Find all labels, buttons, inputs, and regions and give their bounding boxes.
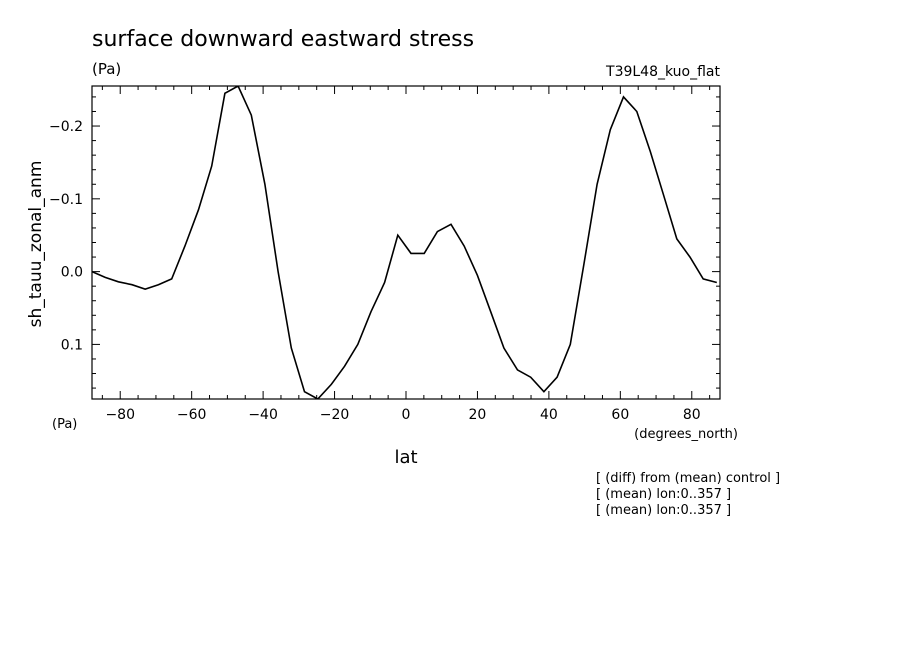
tick-labels: −80 −60 −40 −20 0 20 40 60 80 −0.2 −0.1 0.0 0.1 xyxy=(49,119,701,423)
tick-marks xyxy=(92,86,720,399)
note-line-3: [ (mean) lon:0..357 ] xyxy=(596,503,731,518)
x-tick-label: −20 xyxy=(320,407,350,423)
series-layer xyxy=(92,86,718,399)
y-axis-units: (Pa) xyxy=(52,417,77,432)
chart-subtitle: (Pa) xyxy=(92,60,121,78)
series-line-0 xyxy=(92,86,718,399)
run-label: T39L48_kuo_flat xyxy=(605,64,720,80)
x-tick-label: −40 xyxy=(248,407,278,423)
x-tick-label: 80 xyxy=(683,407,701,423)
x-axis-label: lat xyxy=(394,447,417,468)
x-tick-label: 0 xyxy=(402,407,411,423)
y-tick-label: 0.1 xyxy=(61,337,83,353)
y-tick-label: −0.1 xyxy=(49,192,83,208)
x-tick-label: −60 xyxy=(177,407,207,423)
x-tick-label: 40 xyxy=(540,407,558,423)
y-tick-label: −0.2 xyxy=(49,119,83,135)
chart-title: surface downward eastward stress xyxy=(92,27,474,52)
x-tick-label: −80 xyxy=(105,407,135,423)
note-line-2: [ (mean) lon:0..357 ] xyxy=(596,487,731,502)
y-tick-label: 0.0 xyxy=(61,265,83,281)
x-tick-label: 60 xyxy=(611,407,629,423)
x-axis-units: (degrees_north) xyxy=(634,427,738,442)
y-axis-label: sh_tauu_zonal_anm xyxy=(26,161,46,328)
note-line-1: [ (diff) from (mean) control ] xyxy=(596,471,780,486)
x-tick-label: 20 xyxy=(469,407,487,423)
